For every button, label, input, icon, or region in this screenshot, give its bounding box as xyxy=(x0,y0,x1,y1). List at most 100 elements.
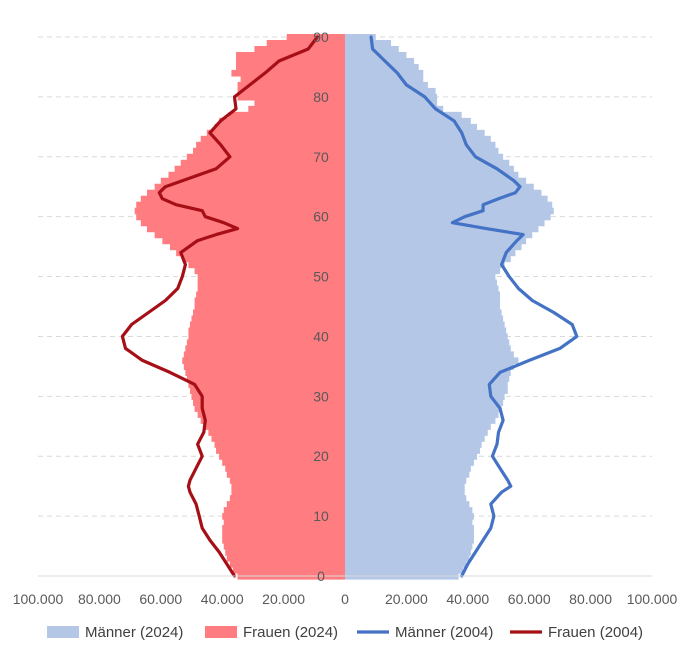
legend: Männer (2024) Frauen (2024) Männer (2004) F… xyxy=(47,624,643,641)
bar-frauen-2024-age-52 xyxy=(188,261,345,269)
bar-maenner-2024-age-28 xyxy=(345,405,502,412)
bar-frauen-2024-age-58 xyxy=(146,225,345,233)
bar-frauen-2024-age-71 xyxy=(193,147,345,155)
bar-frauen-2024-age-60 xyxy=(136,213,345,221)
bar-frauen-2024-age-57 xyxy=(154,231,345,239)
y-tick-label: 90 xyxy=(313,29,329,45)
bar-maenner-2024-age-11 xyxy=(345,507,473,514)
bar-maenner-2024-age-89 xyxy=(345,39,392,47)
bar-frauen-2024-age-3 xyxy=(226,555,345,562)
bar-frauen-2024-age-63 xyxy=(140,195,345,203)
bar-frauen-2024-age-32 xyxy=(188,381,345,388)
bar-maenner-2024-age-82 xyxy=(345,81,428,89)
y-axis-labels: 0 10 20 30 40 50 60 70 80 90 xyxy=(313,29,329,584)
bar-maenner-2024-age-70 xyxy=(345,153,504,161)
bar-maenner-2024-age-87 xyxy=(345,51,407,59)
bar-maenner-2024-age-64 xyxy=(345,189,542,197)
x-tick-label: 60.000 xyxy=(508,591,551,607)
bar-maenner-2024-age-38 xyxy=(345,345,511,353)
bar-maenner-2024-age-29 xyxy=(345,399,504,406)
bar-maenner-2024-age-27 xyxy=(345,411,499,418)
bar-maenner-2024-age-30 xyxy=(345,393,505,400)
bar-frauen-2024-age-82 xyxy=(237,81,345,89)
bar-maenner-2024-age-31 xyxy=(345,387,508,394)
x-tick-label: 40.000 xyxy=(446,591,489,607)
bar-frauen-2024-age-35 xyxy=(183,363,345,370)
bar-frauen-2024-age-78 xyxy=(248,105,345,113)
bar-frauen-2024-age-45 xyxy=(194,303,345,311)
bar-maenner-2024-age-39 xyxy=(345,339,510,347)
bar-frauen-2024-age-69 xyxy=(180,159,345,167)
bar-frauen-2024-age-76 xyxy=(219,117,345,125)
bar-maenner-2024-age-35 xyxy=(345,363,514,370)
bar-frauen-2024-age-28 xyxy=(194,405,345,412)
bar-maenner-2024-age-4 xyxy=(345,549,471,556)
bar-frauen-2024-age-15 xyxy=(231,483,345,490)
bar-maenner-2024-age-81 xyxy=(345,87,436,95)
bar-maenner-2024-age-84 xyxy=(345,69,424,77)
bar-maenner-2024-age-60 xyxy=(345,213,551,221)
bar-frauen-2024-age-31 xyxy=(189,387,345,394)
bar-frauen-2024-age-17 xyxy=(226,471,345,478)
y-tick-label: 0 xyxy=(317,568,325,584)
bar-frauen-2024-age-64 xyxy=(146,189,345,197)
bar-maenner-2024-age-15 xyxy=(345,483,465,490)
bar-maenner-2024-age-8 xyxy=(345,525,474,532)
bar-maenner-2024-age-53 xyxy=(345,255,511,263)
bar-frauen-2024-age-47 xyxy=(196,291,345,299)
bar-frauen-2024-age-59 xyxy=(140,219,345,227)
bar-maenner-2024-age-10 xyxy=(345,513,474,520)
bar-maenner-2024-age-22 xyxy=(345,441,482,448)
bar-frauen-2024-age-77 xyxy=(228,111,345,119)
bar-maenner-2024-age-44 xyxy=(345,309,502,317)
bar-maenner-2024-age-47 xyxy=(345,291,501,299)
lines-layer xyxy=(120,35,579,578)
bar-maenner-2024-age-68 xyxy=(345,165,514,173)
bar-frauen-2024-age-37 xyxy=(183,351,345,359)
line-frauen-2004 xyxy=(120,35,319,578)
bar-maenner-2024-age-37 xyxy=(345,351,514,359)
bar-frauen-2024-age-48 xyxy=(197,285,345,293)
bar-maenner-2024-age-42 xyxy=(345,321,505,329)
bar-maenner-2024-age-16 xyxy=(345,477,467,484)
bar-frauen-2024-age-81 xyxy=(237,87,345,95)
bar-frauen-2024-age-68 xyxy=(174,165,345,173)
x-tick-label: 100.000 xyxy=(627,591,678,607)
bar-maenner-2024-age-90 xyxy=(345,34,376,41)
bar-frauen-2024-age-9 xyxy=(223,519,345,526)
x-tick-label: 100.000 xyxy=(13,591,64,607)
bar-frauen-2024-age-89 xyxy=(266,39,345,47)
bar-frauen-2024-age-38 xyxy=(185,345,345,353)
bar-maenner-2024-age-40 xyxy=(345,333,508,341)
bar-frauen-2024-age-29 xyxy=(193,399,345,406)
bar-frauen-2024-age-1 xyxy=(232,567,345,574)
x-tick-label: 80.000 xyxy=(78,591,121,607)
bar-maenner-2024-age-23 xyxy=(345,435,485,442)
bar-maenner-2024-age-26 xyxy=(345,417,496,424)
y-tick-label: 60 xyxy=(313,209,329,225)
bar-maenner-2024-age-3 xyxy=(345,555,470,562)
bar-frauen-2024-age-42 xyxy=(189,321,345,329)
bar-maenner-2024-age-20 xyxy=(345,453,478,460)
bar-frauen-2024-age-36 xyxy=(182,357,345,364)
bar-maenner-2024-age-58 xyxy=(345,225,539,233)
bar-maenner-2024-age-50 xyxy=(345,273,496,281)
bar-maenner-2024-age-69 xyxy=(345,159,510,167)
bar-maenner-2024-age-59 xyxy=(345,219,545,227)
bar-frauen-2024-age-66 xyxy=(160,177,345,185)
bar-maenner-2024-age-63 xyxy=(345,195,548,203)
bar-maenner-2024-age-46 xyxy=(345,297,501,305)
bar-maenner-2024-age-54 xyxy=(345,249,516,257)
bar-maenner-2024-age-57 xyxy=(345,231,533,239)
x-tick-label: 20.000 xyxy=(262,591,305,607)
bar-maenner-2024-age-36 xyxy=(345,357,519,364)
x-tick-label: 60.000 xyxy=(139,591,182,607)
bar-frauen-2024-age-12 xyxy=(226,501,345,508)
bar-frauen-2024-age-79 xyxy=(254,99,345,107)
bar-maenner-2024-age-6 xyxy=(345,537,474,544)
bar-frauen-2024-age-40 xyxy=(188,333,345,341)
bar-frauen-2024-age-22 xyxy=(214,441,345,448)
bar-frauen-2024-age-19 xyxy=(222,459,345,466)
bar-frauen-2024-age-51 xyxy=(194,267,345,275)
bar-frauen-2024-age-16 xyxy=(229,477,345,484)
